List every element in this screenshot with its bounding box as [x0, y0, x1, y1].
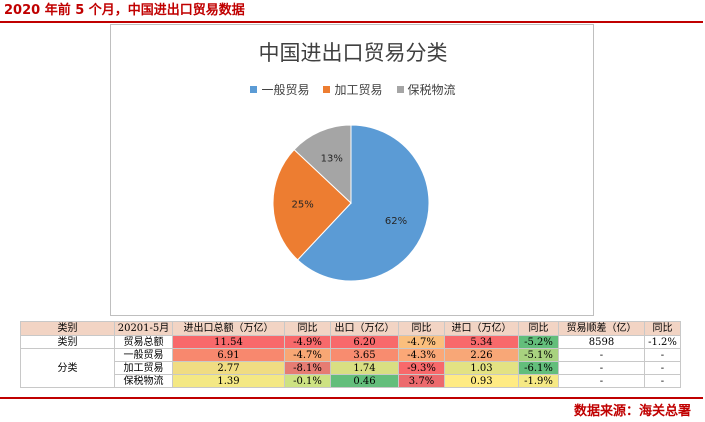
- table-cell: -: [558, 348, 645, 362]
- table-cell: 2.26: [444, 348, 519, 362]
- table-cell: -: [644, 348, 681, 362]
- table-row: 分类 一般贸易 6.91 -4.7% 3.65 -4.3% 2.26 -5.1% - -: [20, 348, 681, 388]
- table-header-row: 类别 20201-5月 进出口总额（万亿） 同比 出口（万亿） 同比 进口（万亿） 同比 贸易顺…: [20, 321, 681, 336]
- legend-swatch: [396, 86, 404, 93]
- table-cell: -: [558, 374, 645, 388]
- table-cell: 2.77: [172, 361, 285, 375]
- table-cell: 5.34: [444, 335, 519, 349]
- column-header: 同比: [284, 321, 331, 336]
- chart-title: 中国进出口贸易分类: [258, 41, 448, 65]
- table-cell: 1.39: [172, 374, 285, 388]
- legend-swatch: [250, 86, 258, 93]
- column-header: 贸易顺差（亿）: [558, 321, 645, 336]
- footer-divider: [0, 397, 703, 399]
- row-category: 类别: [20, 335, 115, 349]
- table-cell: 8598: [558, 335, 645, 349]
- pie-chart: 62% 25% 13%: [272, 124, 430, 282]
- legend-swatch: [323, 86, 331, 93]
- column-header: 同比: [398, 321, 445, 336]
- table-cell: -4.3%: [398, 348, 445, 362]
- table-cell: -5.2%: [518, 335, 559, 349]
- table-cell: 3.65: [330, 348, 399, 362]
- pie-slice-0: [296, 124, 430, 282]
- table-cell: -: [644, 361, 681, 375]
- column-header: 进出口总额（万亿）: [172, 321, 285, 336]
- table-cell: -0.1%: [284, 374, 331, 388]
- pie-slice-2: [293, 124, 352, 205]
- table-cell: -1.2%: [644, 335, 681, 349]
- row-name: 一般贸易: [114, 348, 173, 362]
- pie-data-label-0: 62%: [385, 216, 407, 227]
- table-row-total: 类别 贸易总额 11.54 -4.9% 6.20 -4.7% 5.34 -5.2% 8598 -1…: [20, 335, 681, 349]
- table-cell: 6.91: [172, 348, 285, 362]
- trade-data-table: 类别 20201-5月 进出口总额（万亿） 同比 出口（万亿） 同比 进口（万亿） 同比 贸易顺…: [20, 321, 681, 388]
- table-cell: 3.7%: [398, 374, 445, 388]
- column-header: 类别: [20, 321, 115, 336]
- table-cell: -4.9%: [284, 335, 331, 349]
- table-cell: -: [558, 361, 645, 375]
- pie-data-label-1: 25%: [292, 200, 314, 211]
- legend-label: 一般贸易: [261, 83, 310, 97]
- column-header: 同比: [518, 321, 559, 336]
- legend-label: 加工贸易: [334, 83, 383, 97]
- table-cell: 0.46: [330, 374, 399, 388]
- table-cell: -4.7%: [398, 335, 445, 349]
- column-header: 同比: [644, 321, 681, 336]
- pie-slice-1: [272, 148, 352, 261]
- table-cell: -9.3%: [398, 361, 445, 375]
- table-row: 保税物流 1.39 -0.1% 0.46 3.7% 0.93 -1.9% - -: [21, 374, 681, 388]
- table-row: 加工贸易 2.77 -8.1% 1.74 -9.3% 1.03 -6.1% - -: [21, 361, 681, 375]
- column-header: 进口（万亿）: [444, 321, 519, 336]
- table-cell: 6.20: [330, 335, 399, 349]
- column-header: 出口（万亿）: [330, 321, 399, 336]
- table-cell: -4.7%: [284, 348, 331, 362]
- group-label: 分类: [20, 348, 115, 388]
- table-cell: 11.54: [172, 335, 285, 349]
- table-cell: -1.9%: [518, 374, 559, 388]
- data-source: 数据来源：海关总署: [573, 404, 691, 419]
- table-cell: 0.93: [444, 374, 519, 388]
- table-cell: -8.1%: [284, 361, 331, 375]
- legend-item-general-trade: 一般贸易: [250, 81, 309, 98]
- legend-label: 保税物流: [407, 83, 456, 97]
- page-title: 2020 年前 5 个月，中国进出口贸易数据: [4, 3, 245, 18]
- row-name: 贸易总额: [114, 335, 173, 349]
- table-cell: -6.1%: [518, 361, 559, 375]
- legend-item-processing-trade: 加工贸易: [323, 81, 383, 98]
- legend-item-bonded-logistics: 保税物流: [396, 81, 456, 98]
- row-name: 保税物流: [114, 374, 173, 388]
- column-header: 20201-5月: [114, 321, 173, 336]
- table-cell: -5.1%: [518, 348, 559, 362]
- table-cell: -: [644, 374, 681, 388]
- table-cell: 1.03: [444, 361, 519, 375]
- pie-data-label-2: 13%: [321, 154, 343, 165]
- table-cell: 1.74: [330, 361, 399, 375]
- chart-legend: 一般贸易 加工贸易 保税物流: [111, 81, 595, 98]
- pie-chart-panel: 中国进出口贸易分类 一般贸易 加工贸易 保税物流 62% 25% 13%: [110, 24, 594, 316]
- row-name: 加工贸易: [114, 361, 173, 375]
- header-divider: [0, 21, 703, 23]
